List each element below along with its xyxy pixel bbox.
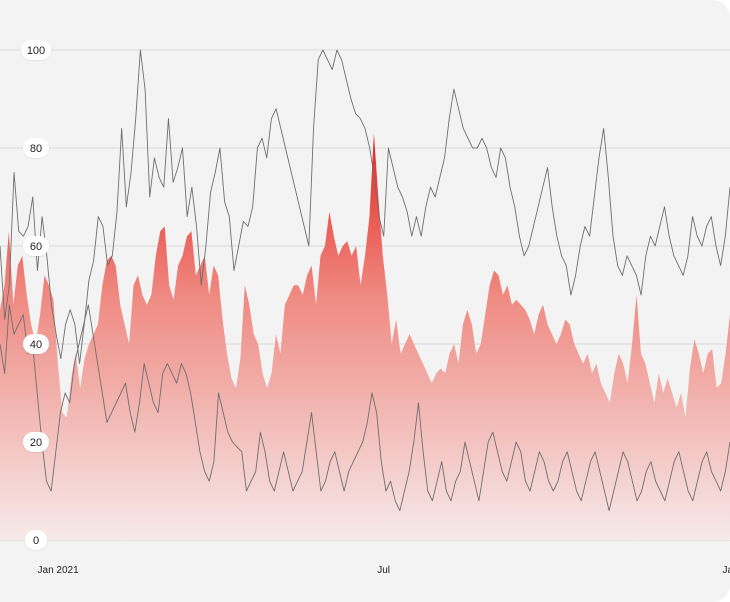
y-tick-pill — [23, 138, 49, 158]
y-tick-pill — [25, 530, 47, 550]
y-tick-40: 40 — [23, 334, 49, 354]
x-tick-label-1: Jul — [377, 565, 390, 576]
y-tick-0: 0 — [25, 530, 47, 550]
y-tick-20: 20 — [23, 432, 49, 452]
y-tick-label: 100 — [27, 45, 45, 57]
line-layer — [0, 49, 730, 512]
y-tick-pill — [23, 432, 49, 452]
y-tick-label: 0 — [33, 535, 39, 547]
area-layer — [0, 133, 730, 541]
y-tick-pill — [23, 334, 49, 354]
x-tick-label-0: Jan 2021 — [38, 565, 80, 576]
x-axis: Jan 2021 Jul Jan 2022 — [38, 565, 730, 576]
y-axis: 0 20 40 60 80 100 — [21, 40, 51, 550]
y-tick-label: 60 — [30, 241, 42, 253]
y-tick-label: 20 — [30, 437, 42, 449]
y-tick-80: 80 — [23, 138, 49, 158]
y-tick-pill — [23, 236, 49, 256]
x-tick-label-2: Jan 2022 — [722, 565, 730, 576]
y-tick-label: 40 — [30, 339, 42, 351]
line-series-1 — [0, 49, 730, 365]
y-tick-label: 80 — [30, 143, 42, 155]
y-tick-60: 60 — [23, 236, 49, 256]
line-series-2 — [0, 304, 730, 512]
y-tick-100: 100 — [21, 40, 51, 60]
area-series — [0, 133, 730, 541]
y-tick-pill — [21, 40, 51, 60]
